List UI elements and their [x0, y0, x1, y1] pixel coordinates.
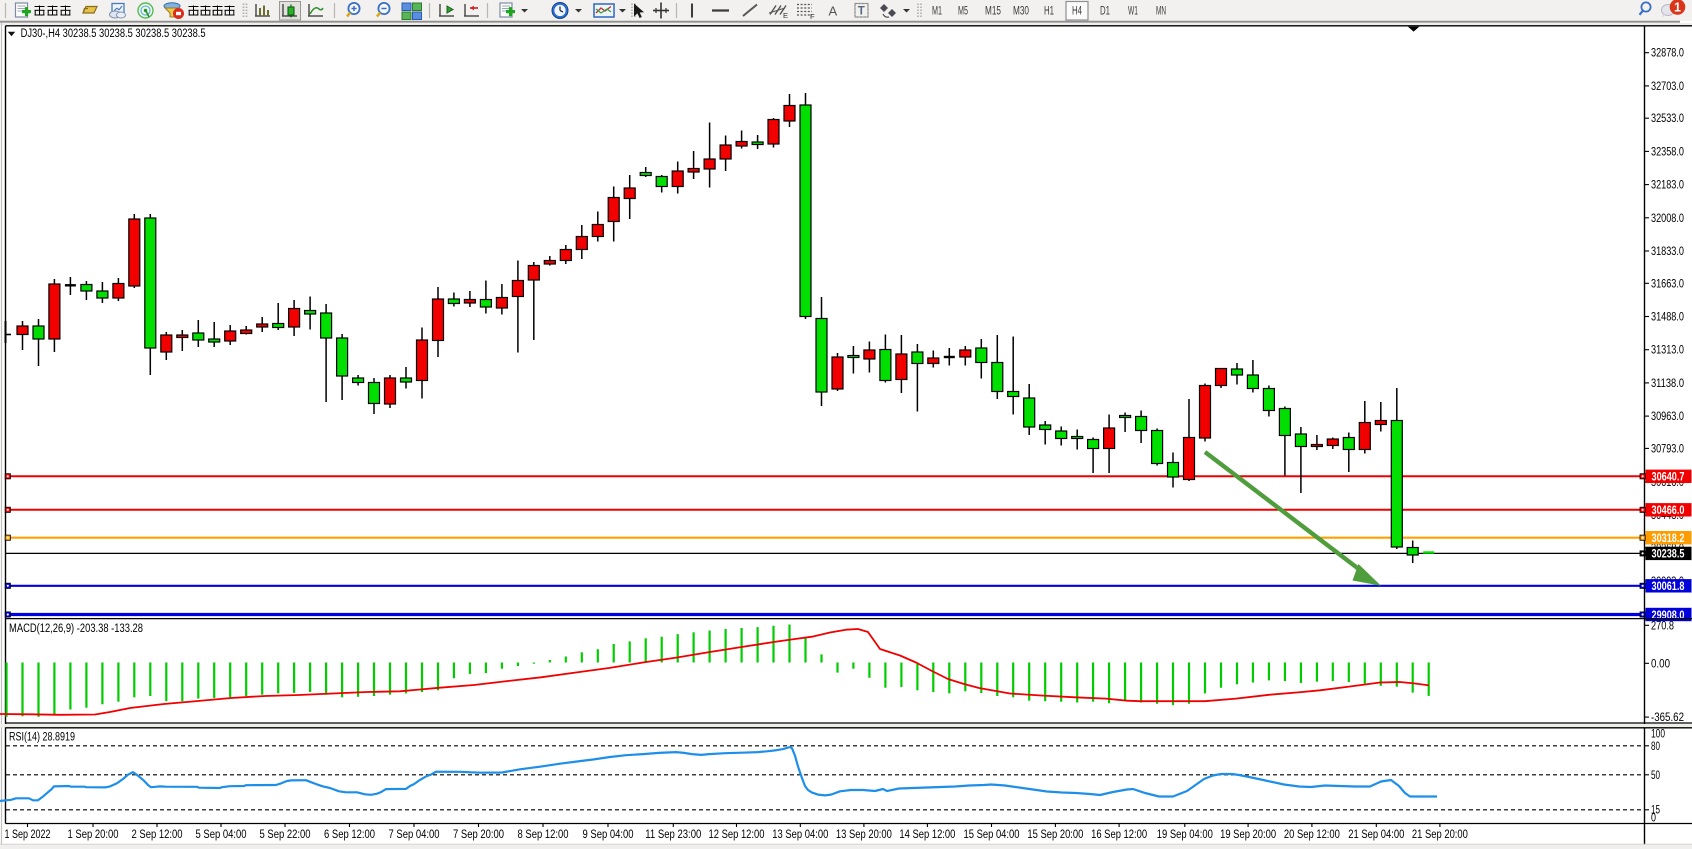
- svg-text:0: 0: [1651, 813, 1656, 825]
- svg-text:DJ30-,H4 30238.5 30238.5 3023: DJ30-,H4 30238.5 30238.5 30238.5 30238.5: [21, 28, 206, 40]
- svg-text:30061.8: 30061.8: [1652, 581, 1685, 593]
- svg-text:30963.0: 30963.0: [1651, 411, 1684, 423]
- svg-text:F: F: [810, 12, 815, 21]
- svg-text:31313.0: 31313.0: [1651, 345, 1684, 357]
- svg-text:270.8: 270.8: [1651, 620, 1674, 632]
- svg-text:2 Sep 12:00: 2 Sep 12:00: [132, 829, 183, 841]
- svg-text:30238.5: 30238.5: [1652, 549, 1685, 561]
- svg-text:30466.0: 30466.0: [1652, 505, 1685, 517]
- svg-text:80: 80: [1651, 741, 1660, 753]
- svg-text:32358.0: 32358.0: [1651, 146, 1684, 158]
- svg-text:13 Sep 20:00: 13 Sep 20:00: [836, 829, 892, 841]
- svg-text:13 Sep 04:00: 13 Sep 04:00: [772, 829, 828, 841]
- svg-text:MACD(12,26,9) -203.38 -133.28: MACD(12,26,9) -203.38 -133.28: [9, 623, 143, 635]
- svg-text:E: E: [783, 11, 788, 20]
- svg-text:32008.0: 32008.0: [1651, 213, 1684, 225]
- svg-text:0.00: 0.00: [1651, 658, 1670, 670]
- svg-text:W1: W1: [1128, 6, 1138, 18]
- svg-text:H4: H4: [1072, 6, 1082, 18]
- svg-text:-365.62: -365.62: [1651, 712, 1684, 724]
- svg-text:15 Sep 04:00: 15 Sep 04:00: [964, 829, 1020, 841]
- svg-text:31663.0: 31663.0: [1651, 278, 1684, 290]
- svg-text:M5: M5: [958, 6, 968, 18]
- svg-text:9 Sep 04:00: 9 Sep 04:00: [583, 829, 634, 841]
- svg-text:M30: M30: [1013, 6, 1029, 18]
- svg-text:14 Sep 12:00: 14 Sep 12:00: [899, 829, 955, 841]
- svg-text:5 Sep 22:00: 5 Sep 22:00: [260, 829, 311, 841]
- svg-text:1 Sep 2022: 1 Sep 2022: [5, 829, 51, 841]
- svg-text:20 Sep 12:00: 20 Sep 12:00: [1284, 829, 1340, 841]
- svg-text:32533.0: 32533.0: [1651, 113, 1684, 125]
- svg-text:21 Sep 20:00: 21 Sep 20:00: [1412, 829, 1468, 841]
- svg-text:12 Sep 12:00: 12 Sep 12:00: [709, 829, 765, 841]
- svg-text:32183.0: 32183.0: [1651, 180, 1684, 192]
- svg-text:31138.0: 31138.0: [1651, 378, 1684, 390]
- svg-text:7 Sep 04:00: 7 Sep 04:00: [389, 829, 440, 841]
- svg-text:32703.0: 32703.0: [1651, 81, 1684, 93]
- svg-text:15: 15: [1651, 804, 1660, 816]
- svg-text:8 Sep 12:00: 8 Sep 12:00: [518, 829, 569, 841]
- svg-text:11 Sep 23:00: 11 Sep 23:00: [645, 829, 701, 841]
- svg-text:H1: H1: [1044, 6, 1054, 18]
- svg-text:M1: M1: [932, 6, 942, 18]
- svg-text:16 Sep 12:00: 16 Sep 12:00: [1091, 829, 1147, 841]
- svg-text:31833.0: 31833.0: [1651, 246, 1684, 258]
- svg-text:5 Sep 04:00: 5 Sep 04:00: [196, 829, 247, 841]
- svg-text:19 Sep 04:00: 19 Sep 04:00: [1157, 829, 1213, 841]
- svg-text:21 Sep 04:00: 21 Sep 04:00: [1348, 829, 1404, 841]
- svg-text:32878.0: 32878.0: [1651, 48, 1684, 60]
- svg-text:MN: MN: [1156, 6, 1166, 18]
- svg-text:30640.7: 30640.7: [1652, 472, 1685, 484]
- svg-text:100: 100: [1651, 729, 1665, 741]
- svg-text:M15: M15: [985, 6, 1001, 18]
- svg-text:7 Sep 20:00: 7 Sep 20:00: [453, 829, 504, 841]
- svg-text:50: 50: [1651, 770, 1660, 782]
- svg-text:30793.0: 30793.0: [1651, 443, 1684, 455]
- svg-text:D1: D1: [1100, 6, 1110, 18]
- svg-text:1 Sep 20:00: 1 Sep 20:00: [68, 829, 119, 841]
- svg-text:31488.0: 31488.0: [1651, 312, 1684, 324]
- svg-text:15 Sep 20:00: 15 Sep 20:00: [1027, 829, 1083, 841]
- svg-text:6 Sep 12:00: 6 Sep 12:00: [324, 829, 375, 841]
- svg-text:RSI(14) 28.8919: RSI(14) 28.8919: [9, 732, 75, 744]
- svg-text:A: A: [829, 4, 838, 19]
- svg-text:1: 1: [1674, 1, 1681, 15]
- svg-text:30318.2: 30318.2: [1652, 533, 1685, 545]
- svg-text:T: T: [858, 6, 865, 18]
- svg-text:19 Sep 20:00: 19 Sep 20:00: [1220, 829, 1276, 841]
